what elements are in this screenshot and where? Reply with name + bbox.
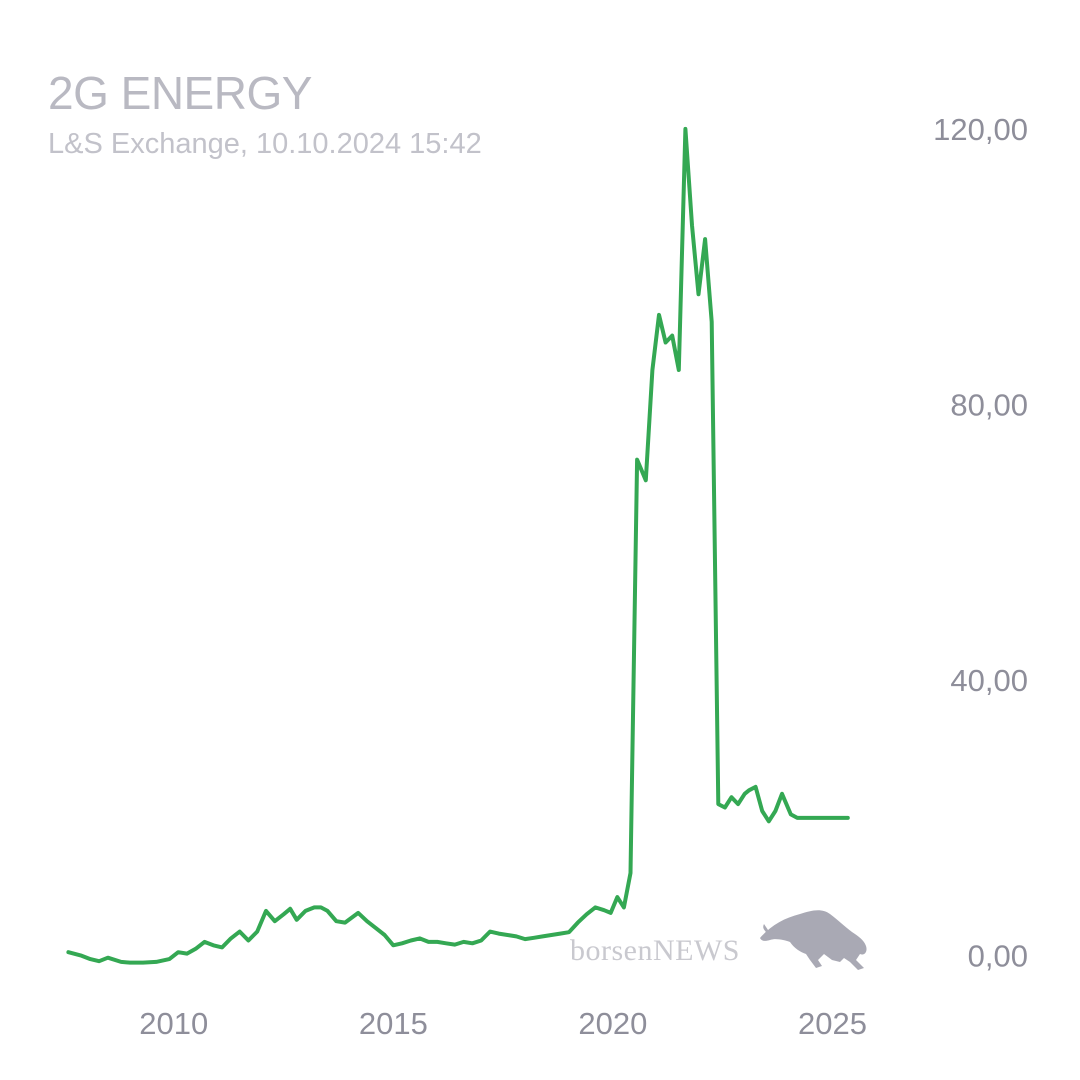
y-tick-label: 80,00	[950, 387, 1028, 422]
y-tick-label: 40,00	[950, 663, 1028, 698]
y-axis: 0,00 40,00 80,00 120,00	[933, 112, 1028, 974]
watermark-text-lower: borsen	[570, 934, 653, 967]
watermark-text-upper: NEWS	[653, 934, 740, 967]
x-tick-label: 2020	[578, 1006, 647, 1041]
watermark: borsenNEWS	[570, 910, 867, 970]
x-axis: 2010 2015 2020 2025	[139, 1006, 867, 1041]
bull-icon	[760, 910, 867, 970]
y-tick-label: 0,00	[968, 939, 1028, 974]
price-series-line	[66, 126, 850, 965]
chart-subtitle: L&S Exchange, 10.10.2024 15:42	[48, 128, 482, 160]
y-tick-label: 120,00	[933, 112, 1028, 147]
x-tick-label: 2010	[139, 1006, 208, 1041]
x-tick-label: 2015	[359, 1006, 428, 1041]
chart-title: 2G ENERGY	[48, 67, 312, 119]
x-tick-label: 2025	[798, 1006, 867, 1041]
watermark-text: borsenNEWS	[570, 934, 740, 967]
series-layer	[66, 126, 850, 965]
